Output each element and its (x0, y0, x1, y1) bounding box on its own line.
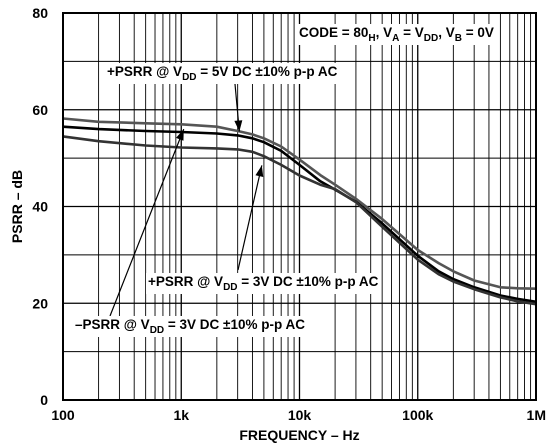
condition-text: = V (399, 25, 423, 40)
series-line-2 (62, 125, 537, 304)
y-axis-label: PSRR – dB (9, 170, 25, 243)
annotation-neg-psrr-3v: –PSRR @ VDD = 3V DC ±10% p-p AC (73, 128, 308, 337)
x-tick-label: 1M (527, 407, 546, 423)
condition-text: , V (376, 25, 393, 40)
annotation-pos-psrr-3v: +PSRR @ VDD = 3V DC ±10% p-p AC (146, 165, 381, 294)
annotation-label: +PSRR @ VDD = 5V DC ±10% p-p AC (107, 64, 338, 83)
condition-label: CODE = 80H, VA = VDD, VB = 0V (299, 25, 494, 44)
condition-text: CODE = 80 (299, 25, 368, 40)
annotation-arrowhead (234, 120, 243, 132)
annotation-label: –PSRR @ VDD = 3V DC ±10% p-p AC (75, 317, 305, 336)
annotation-arrowhead (255, 165, 264, 177)
annotation-text: = 3V DC ±10% p-p AC (238, 274, 379, 289)
annotation-subscript: DD (182, 72, 196, 83)
annotation-text: = 5V DC ±10% p-p AC (197, 64, 338, 79)
annotation-text: +PSRR @ V (148, 274, 223, 289)
condition-subscript: B (455, 33, 462, 44)
annotation-psrr-5v: +PSRR @ VDD = 5V DC ±10% p-p AC (105, 63, 340, 132)
annotation-subscript: DD (150, 325, 164, 336)
y-tick-label: 60 (32, 102, 48, 118)
annotation-text: = 3V DC ±10% p-p AC (164, 317, 305, 332)
x-tick-label: 100k (402, 407, 433, 423)
y-tick-label: 80 (32, 5, 48, 21)
annotation-background (105, 63, 340, 84)
condition-subscript: H (368, 33, 375, 44)
annotation-subscript: DD (223, 282, 237, 293)
x-tick-label: 1k (173, 407, 189, 423)
annotation-arrow-line (237, 165, 263, 271)
y-tick-label: 20 (32, 295, 48, 311)
series-lines (62, 117, 537, 306)
condition-label-group: CODE = 80H, VA = VDD, VB = 0V (297, 24, 496, 45)
x-axis-label: FREQUENCY – Hz (239, 427, 359, 443)
annotation-background (146, 273, 381, 294)
x-tick-label: 10k (288, 407, 312, 423)
x-tick-label: 100 (51, 407, 75, 423)
y-tick-label: 0 (40, 392, 48, 408)
annotation-text: –PSRR @ V (75, 317, 150, 332)
condition-text: , V (438, 25, 455, 40)
series-line-1 (62, 117, 537, 290)
y-tick-label: 40 (32, 199, 48, 215)
plot-border (62, 12, 537, 401)
annotation-arrow-line (109, 128, 185, 317)
annotation-text: +PSRR @ V (107, 64, 182, 79)
condition-subscript: DD (424, 33, 438, 44)
condition-label-background (297, 24, 496, 45)
annotation-arrowhead (175, 129, 184, 141)
condition-subscript: A (392, 33, 399, 44)
series-line-3 (62, 135, 537, 306)
tick-labels: 100 1k 10k 100k 1M 0 20 40 60 80 (32, 5, 546, 423)
condition-text: = 0V (462, 25, 494, 40)
annotation-label: +PSRR @ VDD = 3V DC ±10% p-p AC (148, 274, 379, 293)
annotation-background (73, 316, 308, 337)
